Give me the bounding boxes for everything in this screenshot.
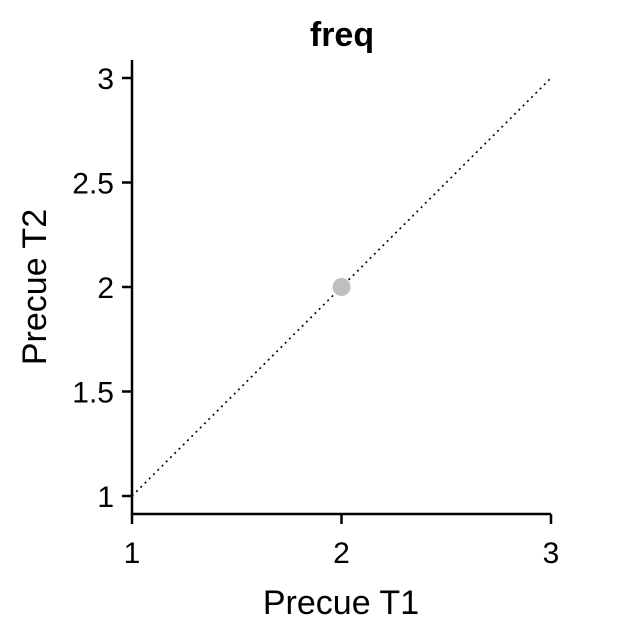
y-tick-label: 1	[97, 481, 114, 514]
y-tick-label: 2	[97, 272, 114, 305]
y-tick-label: 3	[97, 63, 114, 96]
x-tick-label: 1	[124, 537, 141, 570]
y-axis-label: Precue T2	[16, 209, 54, 365]
y-axis-ticks: 1 1.5 2 2.5 3	[72, 63, 132, 514]
x-axis-label: Precue T1	[263, 584, 419, 622]
chart-title: freq	[310, 16, 374, 54]
x-tick-label: 2	[333, 537, 350, 570]
y-tick-label: 2.5	[72, 168, 114, 201]
plot-area	[131, 77, 552, 497]
x-tick-label: 3	[543, 537, 560, 570]
y-tick-label: 1.5	[72, 377, 114, 410]
x-axis-ticks: 1 2 3	[124, 514, 560, 570]
data-point	[332, 278, 351, 296]
